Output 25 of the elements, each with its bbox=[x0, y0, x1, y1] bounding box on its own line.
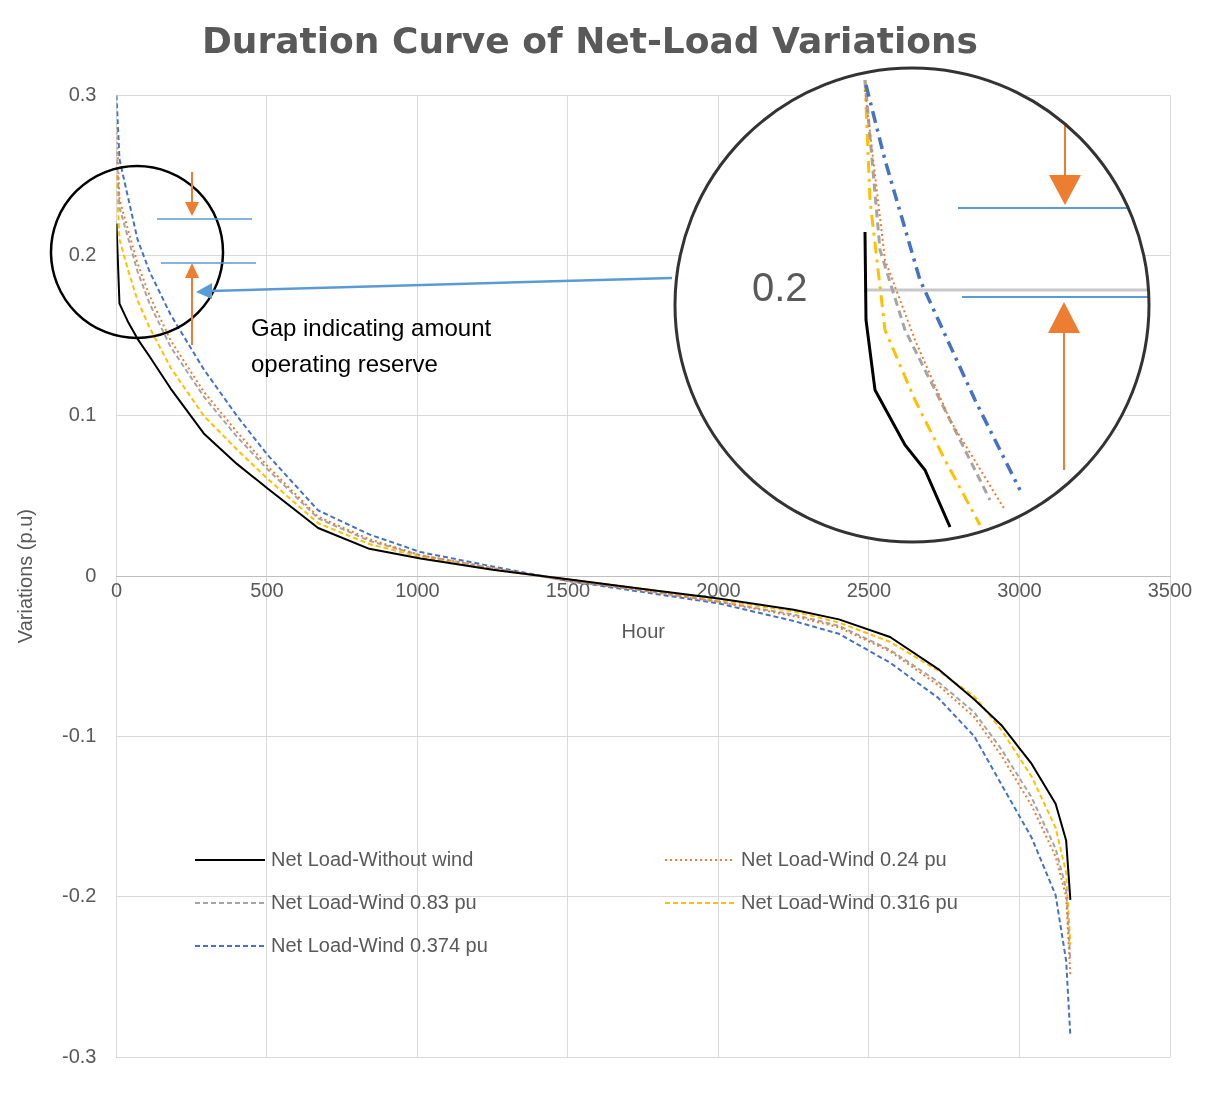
y-tick-label: 0.1 bbox=[68, 403, 97, 426]
y-tick-label: 0.2 bbox=[68, 243, 97, 266]
legend-label: Net Load-Wind 0.316 pu bbox=[741, 891, 958, 914]
y-tick-label: 0.3 bbox=[68, 82, 97, 105]
x-tick-label: 500 bbox=[250, 578, 284, 601]
x-tick-label: 0 bbox=[110, 578, 123, 601]
y-tick-label: -0.1 bbox=[61, 723, 97, 746]
legend-label: Net Load-Wind 0.374 pu bbox=[271, 934, 488, 957]
legend-label: Net Load-Without wind bbox=[271, 848, 474, 871]
y-tick-label: -0.2 bbox=[61, 884, 97, 907]
y-tick-label: 0 bbox=[85, 563, 97, 586]
x-axis-title: Hour bbox=[621, 619, 666, 642]
legend-label: Net Load-Wind 0.24 pu bbox=[741, 848, 947, 871]
annotation: Gap indicating amount operating reserve bbox=[251, 313, 493, 379]
annotation: 0.2 bbox=[752, 265, 808, 310]
chart-title: Duration Curve of Net-Load Variations bbox=[201, 19, 979, 61]
x-tick-label: 3500 bbox=[1147, 578, 1193, 601]
y-axis-title: Variations (p.u) bbox=[13, 509, 36, 644]
x-tick-label: 2000 bbox=[696, 578, 741, 601]
x-tick-label: 1000 bbox=[395, 578, 440, 601]
x-tick-label: 2500 bbox=[846, 578, 892, 601]
x-tick-label: 3000 bbox=[997, 578, 1042, 601]
x-tick-label: 1500 bbox=[545, 578, 591, 601]
y-tick-label: -0.3 bbox=[61, 1044, 97, 1067]
legend-label: Net Load-Wind 0.83 pu bbox=[271, 891, 477, 914]
